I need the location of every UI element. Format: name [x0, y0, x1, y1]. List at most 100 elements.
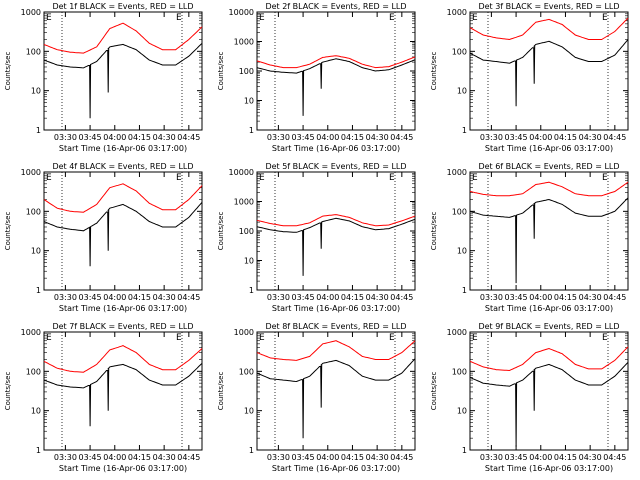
y-axis-label: Counts/sec: [430, 372, 438, 411]
x-tick-label: 04:30: [579, 133, 602, 142]
y-tick-label: 1: [462, 286, 467, 295]
series-lld-line: [43, 183, 203, 213]
plot-frame: [469, 11, 629, 131]
y-axis-label: Counts/sec: [217, 52, 225, 91]
x-axis-label: Start Time (16-Apr-06 03:17:00): [59, 144, 187, 153]
x-tick-label: 04:30: [366, 293, 389, 302]
y-tick-label: 1: [36, 286, 41, 295]
series-lld-line: [43, 22, 203, 54]
x-tick-label: 04:30: [579, 453, 602, 462]
x-tick-label: 04:30: [366, 453, 389, 462]
series-events-line: [256, 217, 416, 276]
x-tick-label: 03:45: [79, 453, 102, 462]
y-tick-label: 10: [457, 247, 467, 256]
y-tick-label: 100: [452, 47, 467, 56]
x-tick-label: 03:30: [267, 293, 290, 302]
x-tick-label: 04:45: [390, 293, 413, 302]
plot-frame: [469, 171, 629, 291]
y-tick-label: 1: [462, 446, 467, 455]
x-tick-label: 04:00: [529, 293, 552, 302]
y-tick-label: 1000: [234, 38, 254, 47]
y-tick-label: 10: [244, 257, 254, 266]
plot-frame: [43, 331, 203, 451]
y-tick-label: 1: [249, 286, 254, 295]
x-axis-label: Start Time (16-Apr-06 03:17:00): [59, 464, 187, 473]
plot-frame: [469, 331, 629, 451]
y-tick-label: 10: [31, 87, 41, 96]
plot-frame: [256, 331, 416, 451]
y-tick-label: 10: [244, 407, 254, 416]
y-tick-label: 10000: [229, 168, 254, 177]
corner-mark: E: [602, 13, 608, 23]
plot-frame: [43, 171, 203, 291]
x-axis-label: Start Time (16-Apr-06 03:17:00): [59, 304, 187, 313]
panel-title: Det 5f BLACK = Events, RED = LLD: [265, 162, 406, 171]
corner-mark: E: [176, 173, 182, 183]
y-tick-label: 10: [31, 247, 41, 256]
x-tick-label: 04:45: [390, 133, 413, 142]
x-tick-label: 04:15: [128, 133, 151, 142]
y-axis-label: Counts/sec: [217, 372, 225, 411]
y-tick-label: 10: [244, 97, 254, 106]
y-axis-label: Counts/sec: [4, 212, 12, 251]
y-tick-label: 100: [239, 67, 254, 76]
y-tick-label: 1000: [447, 168, 467, 177]
x-tick-label: 04:15: [554, 453, 577, 462]
y-tick-label: 10: [457, 87, 467, 96]
panel-title: Det 7f BLACK = Events, RED = LLD: [52, 322, 193, 331]
corner-mark: E: [46, 173, 52, 183]
x-tick-label: 03:45: [292, 133, 315, 142]
x-tick-label: 04:45: [390, 453, 413, 462]
x-tick-label: 03:45: [505, 453, 528, 462]
y-tick-label: 1: [462, 126, 467, 135]
x-tick-label: 03:45: [505, 293, 528, 302]
x-tick-label: 04:15: [341, 293, 364, 302]
x-tick-label: 04:15: [554, 293, 577, 302]
y-tick-label: 100: [452, 207, 467, 216]
panel-title: Det 3f BLACK = Events, RED = LLD: [478, 2, 619, 11]
x-tick-label: 04:15: [128, 453, 151, 462]
corner-mark: E: [389, 13, 395, 23]
x-axis-label: Start Time (16-Apr-06 03:17:00): [485, 144, 613, 153]
y-tick-label: 100: [452, 367, 467, 376]
y-axis-label: Counts/sec: [217, 212, 225, 251]
y-tick-label: 100: [26, 367, 41, 376]
series-events-line: [43, 201, 203, 267]
x-tick-label: 04:30: [366, 133, 389, 142]
y-tick-label: 1000: [234, 328, 254, 337]
corner-mark: E: [176, 333, 182, 343]
x-tick-label: 03:30: [267, 453, 290, 462]
panel-title: Det 6f BLACK = Events, RED = LLD: [478, 162, 619, 171]
x-tick-label: 04:00: [316, 293, 339, 302]
x-tick-label: 03:30: [480, 453, 503, 462]
x-tick-label: 04:30: [153, 453, 176, 462]
x-tick-label: 03:45: [292, 293, 315, 302]
corner-mark: E: [472, 333, 478, 343]
x-tick-label: 03:30: [480, 293, 503, 302]
panel-title: Det 4f BLACK = Events, RED = LLD: [52, 162, 193, 171]
panel-title: Det 1f BLACK = Events, RED = LLD: [52, 2, 193, 11]
x-tick-label: 03:30: [54, 133, 77, 142]
x-tick-label: 04:00: [529, 133, 552, 142]
y-tick-label: 1000: [447, 8, 467, 17]
series-lld-line: [469, 346, 629, 372]
x-tick-label: 04:15: [554, 133, 577, 142]
series-lld-line: [256, 55, 416, 69]
x-tick-label: 04:30: [153, 133, 176, 142]
x-tick-label: 04:45: [603, 293, 626, 302]
series-events-line: [469, 197, 629, 284]
corner-mark: E: [46, 333, 52, 343]
corner-mark: E: [46, 13, 52, 23]
x-tick-label: 03:30: [54, 293, 77, 302]
y-tick-label: 1000: [21, 8, 41, 17]
x-tick-label: 04:45: [603, 453, 626, 462]
corner-mark: E: [176, 13, 182, 23]
corner-mark: E: [259, 173, 265, 183]
